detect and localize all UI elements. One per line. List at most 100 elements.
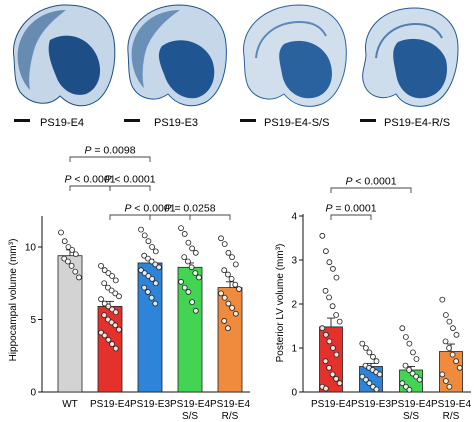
- data-point: [329, 303, 336, 310]
- brain-section-label: PS19-E4-R/S: [384, 117, 450, 129]
- brain-sections-row: PS19-E4 PS19-E3 PS19-E4-S/S PS19-E4-R/S: [12, 4, 459, 129]
- significance-bracket: [149, 214, 231, 220]
- x-tick-label: PS19-E4: [431, 399, 471, 410]
- data-point: [232, 310, 239, 317]
- data-point: [221, 241, 228, 248]
- data-point: [148, 258, 155, 265]
- brain-stain-region: [393, 38, 448, 99]
- data-point: [439, 296, 446, 303]
- x-tick-label: PS19-E4: [170, 399, 210, 410]
- y-tick-label: 2: [291, 300, 297, 311]
- data-point: [105, 316, 111, 323]
- data-point: [229, 254, 235, 261]
- data-point: [399, 380, 406, 387]
- data-point: [446, 345, 452, 351]
- x-tick-label: R/S: [222, 411, 239, 422]
- data-point: [453, 331, 460, 338]
- brain-cortex-band: [17, 10, 66, 90]
- bar: [177, 266, 203, 393]
- x-tick-label: S/S: [182, 411, 198, 422]
- data-point: [116, 326, 122, 333]
- data-point: [72, 268, 79, 275]
- data-point: [178, 225, 184, 232]
- data-point: [319, 232, 326, 239]
- data-point: [225, 300, 232, 307]
- p-value-label: P < 0.0001: [345, 176, 396, 188]
- data-point: [141, 284, 148, 291]
- x-tick-label: R/S: [443, 411, 460, 422]
- significance-bracket: [330, 187, 412, 193]
- data-point: [330, 265, 336, 272]
- data-point: [156, 264, 162, 271]
- x-tick-label: PS19-E3: [130, 399, 170, 410]
- data-point: [359, 340, 366, 347]
- data-point: [406, 340, 413, 347]
- data-point: [69, 246, 75, 253]
- scale-bar: [360, 119, 376, 122]
- data-point: [376, 371, 383, 378]
- brain-stain-region: [158, 40, 215, 99]
- brain-stain-region: [279, 40, 332, 99]
- data-point: [196, 274, 202, 281]
- data-point: [413, 373, 420, 380]
- significance-bracket: [69, 156, 151, 162]
- data-point: [232, 261, 239, 268]
- p-value-label: P = 0.0258: [164, 203, 215, 215]
- data-point: [152, 261, 159, 268]
- p-value-label: P < 0.0001: [124, 203, 175, 215]
- data-point: [366, 380, 373, 387]
- data-point: [192, 307, 199, 314]
- data-point: [116, 293, 122, 300]
- data-point: [399, 325, 406, 332]
- data-point: [406, 367, 412, 373]
- data-point: [105, 284, 111, 291]
- data-point: [105, 303, 112, 310]
- y-tick-label: 0: [291, 388, 297, 399]
- data-point: [449, 351, 456, 358]
- significance-bracket: [69, 185, 111, 191]
- data-point: [362, 376, 369, 383]
- data-point: [446, 383, 453, 390]
- y-tick-label: 10: [25, 243, 37, 254]
- scale-bar: [240, 119, 256, 122]
- data-point: [406, 386, 413, 393]
- x-tick-label: PS19-E4: [391, 399, 431, 410]
- data-point: [446, 318, 453, 325]
- y-axis-label: Posterior LV volume (mm³): [275, 244, 286, 363]
- y-axis-label: Hippocampal volume (mm³): [8, 239, 19, 362]
- data-point: [442, 378, 449, 384]
- brain-hippocampus-ring: [255, 20, 327, 59]
- data-point: [370, 353, 376, 360]
- data-point: [149, 244, 155, 250]
- data-point: [152, 280, 159, 287]
- data-point: [453, 358, 460, 365]
- y-tick-label: 3: [291, 256, 297, 267]
- data-point: [181, 284, 188, 291]
- data-point: [185, 239, 192, 246]
- data-point: [145, 255, 151, 262]
- data-point: [105, 336, 112, 343]
- data-point: [329, 371, 336, 378]
- data-point: [145, 238, 152, 245]
- brain-section-label: PS19-E4: [40, 117, 84, 129]
- brain-section-label: PS19-E4-S/S: [264, 117, 329, 129]
- significance-bracket: [330, 214, 372, 220]
- brain-stain-region: [48, 35, 101, 95]
- data-point: [152, 300, 159, 307]
- data-point: [333, 312, 340, 318]
- data-point: [322, 287, 329, 294]
- significance-bracket: [109, 185, 151, 191]
- data-point: [402, 362, 409, 369]
- data-point: [442, 338, 449, 345]
- data-point: [112, 277, 119, 284]
- data-point: [236, 286, 242, 292]
- data-point: [98, 296, 104, 303]
- data-point: [108, 319, 115, 326]
- data-point: [105, 270, 112, 277]
- data-point: [336, 318, 343, 325]
- brain-section-ps19-e4: PS19-E4: [12, 4, 116, 129]
- data-point: [225, 325, 231, 332]
- data-point: [413, 356, 420, 362]
- data-point: [112, 290, 119, 297]
